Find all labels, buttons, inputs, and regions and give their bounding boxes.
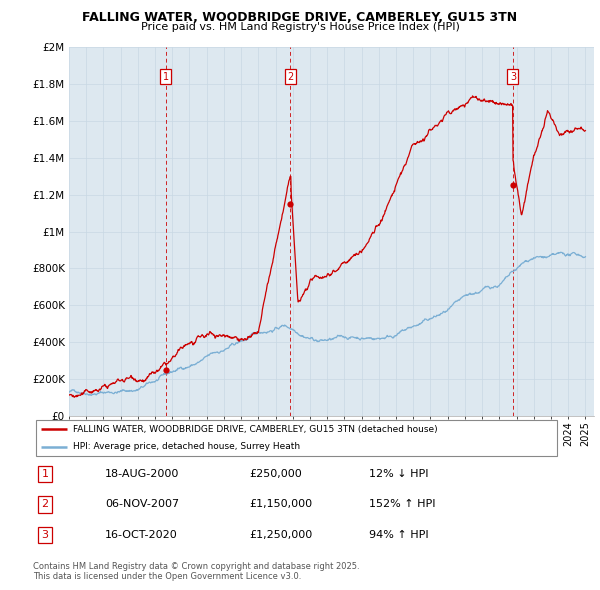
Text: Price paid vs. HM Land Registry's House Price Index (HPI): Price paid vs. HM Land Registry's House … [140,22,460,32]
Text: 12% ↓ HPI: 12% ↓ HPI [369,469,428,478]
Text: £1,250,000: £1,250,000 [249,530,312,540]
Text: FALLING WATER, WOODBRIDGE DRIVE, CAMBERLEY, GU15 3TN: FALLING WATER, WOODBRIDGE DRIVE, CAMBERL… [82,11,518,24]
Text: £1,150,000: £1,150,000 [249,500,312,509]
Text: 18-AUG-2000: 18-AUG-2000 [105,469,179,478]
Text: 3: 3 [41,530,49,540]
Text: 1: 1 [41,469,49,478]
Text: 16-OCT-2020: 16-OCT-2020 [105,530,178,540]
Text: 2: 2 [41,500,49,509]
Text: £250,000: £250,000 [249,469,302,478]
Text: Contains HM Land Registry data © Crown copyright and database right 2025.
This d: Contains HM Land Registry data © Crown c… [33,562,359,581]
Text: 152% ↑ HPI: 152% ↑ HPI [369,500,436,509]
Text: HPI: Average price, detached house, Surrey Heath: HPI: Average price, detached house, Surr… [73,442,300,451]
FancyBboxPatch shape [35,421,557,455]
Text: 06-NOV-2007: 06-NOV-2007 [105,500,179,509]
Text: 3: 3 [510,72,516,81]
Text: 94% ↑ HPI: 94% ↑ HPI [369,530,428,540]
Text: 2: 2 [287,72,293,81]
Text: 1: 1 [163,72,169,81]
Text: FALLING WATER, WOODBRIDGE DRIVE, CAMBERLEY, GU15 3TN (detached house): FALLING WATER, WOODBRIDGE DRIVE, CAMBERL… [73,425,437,434]
